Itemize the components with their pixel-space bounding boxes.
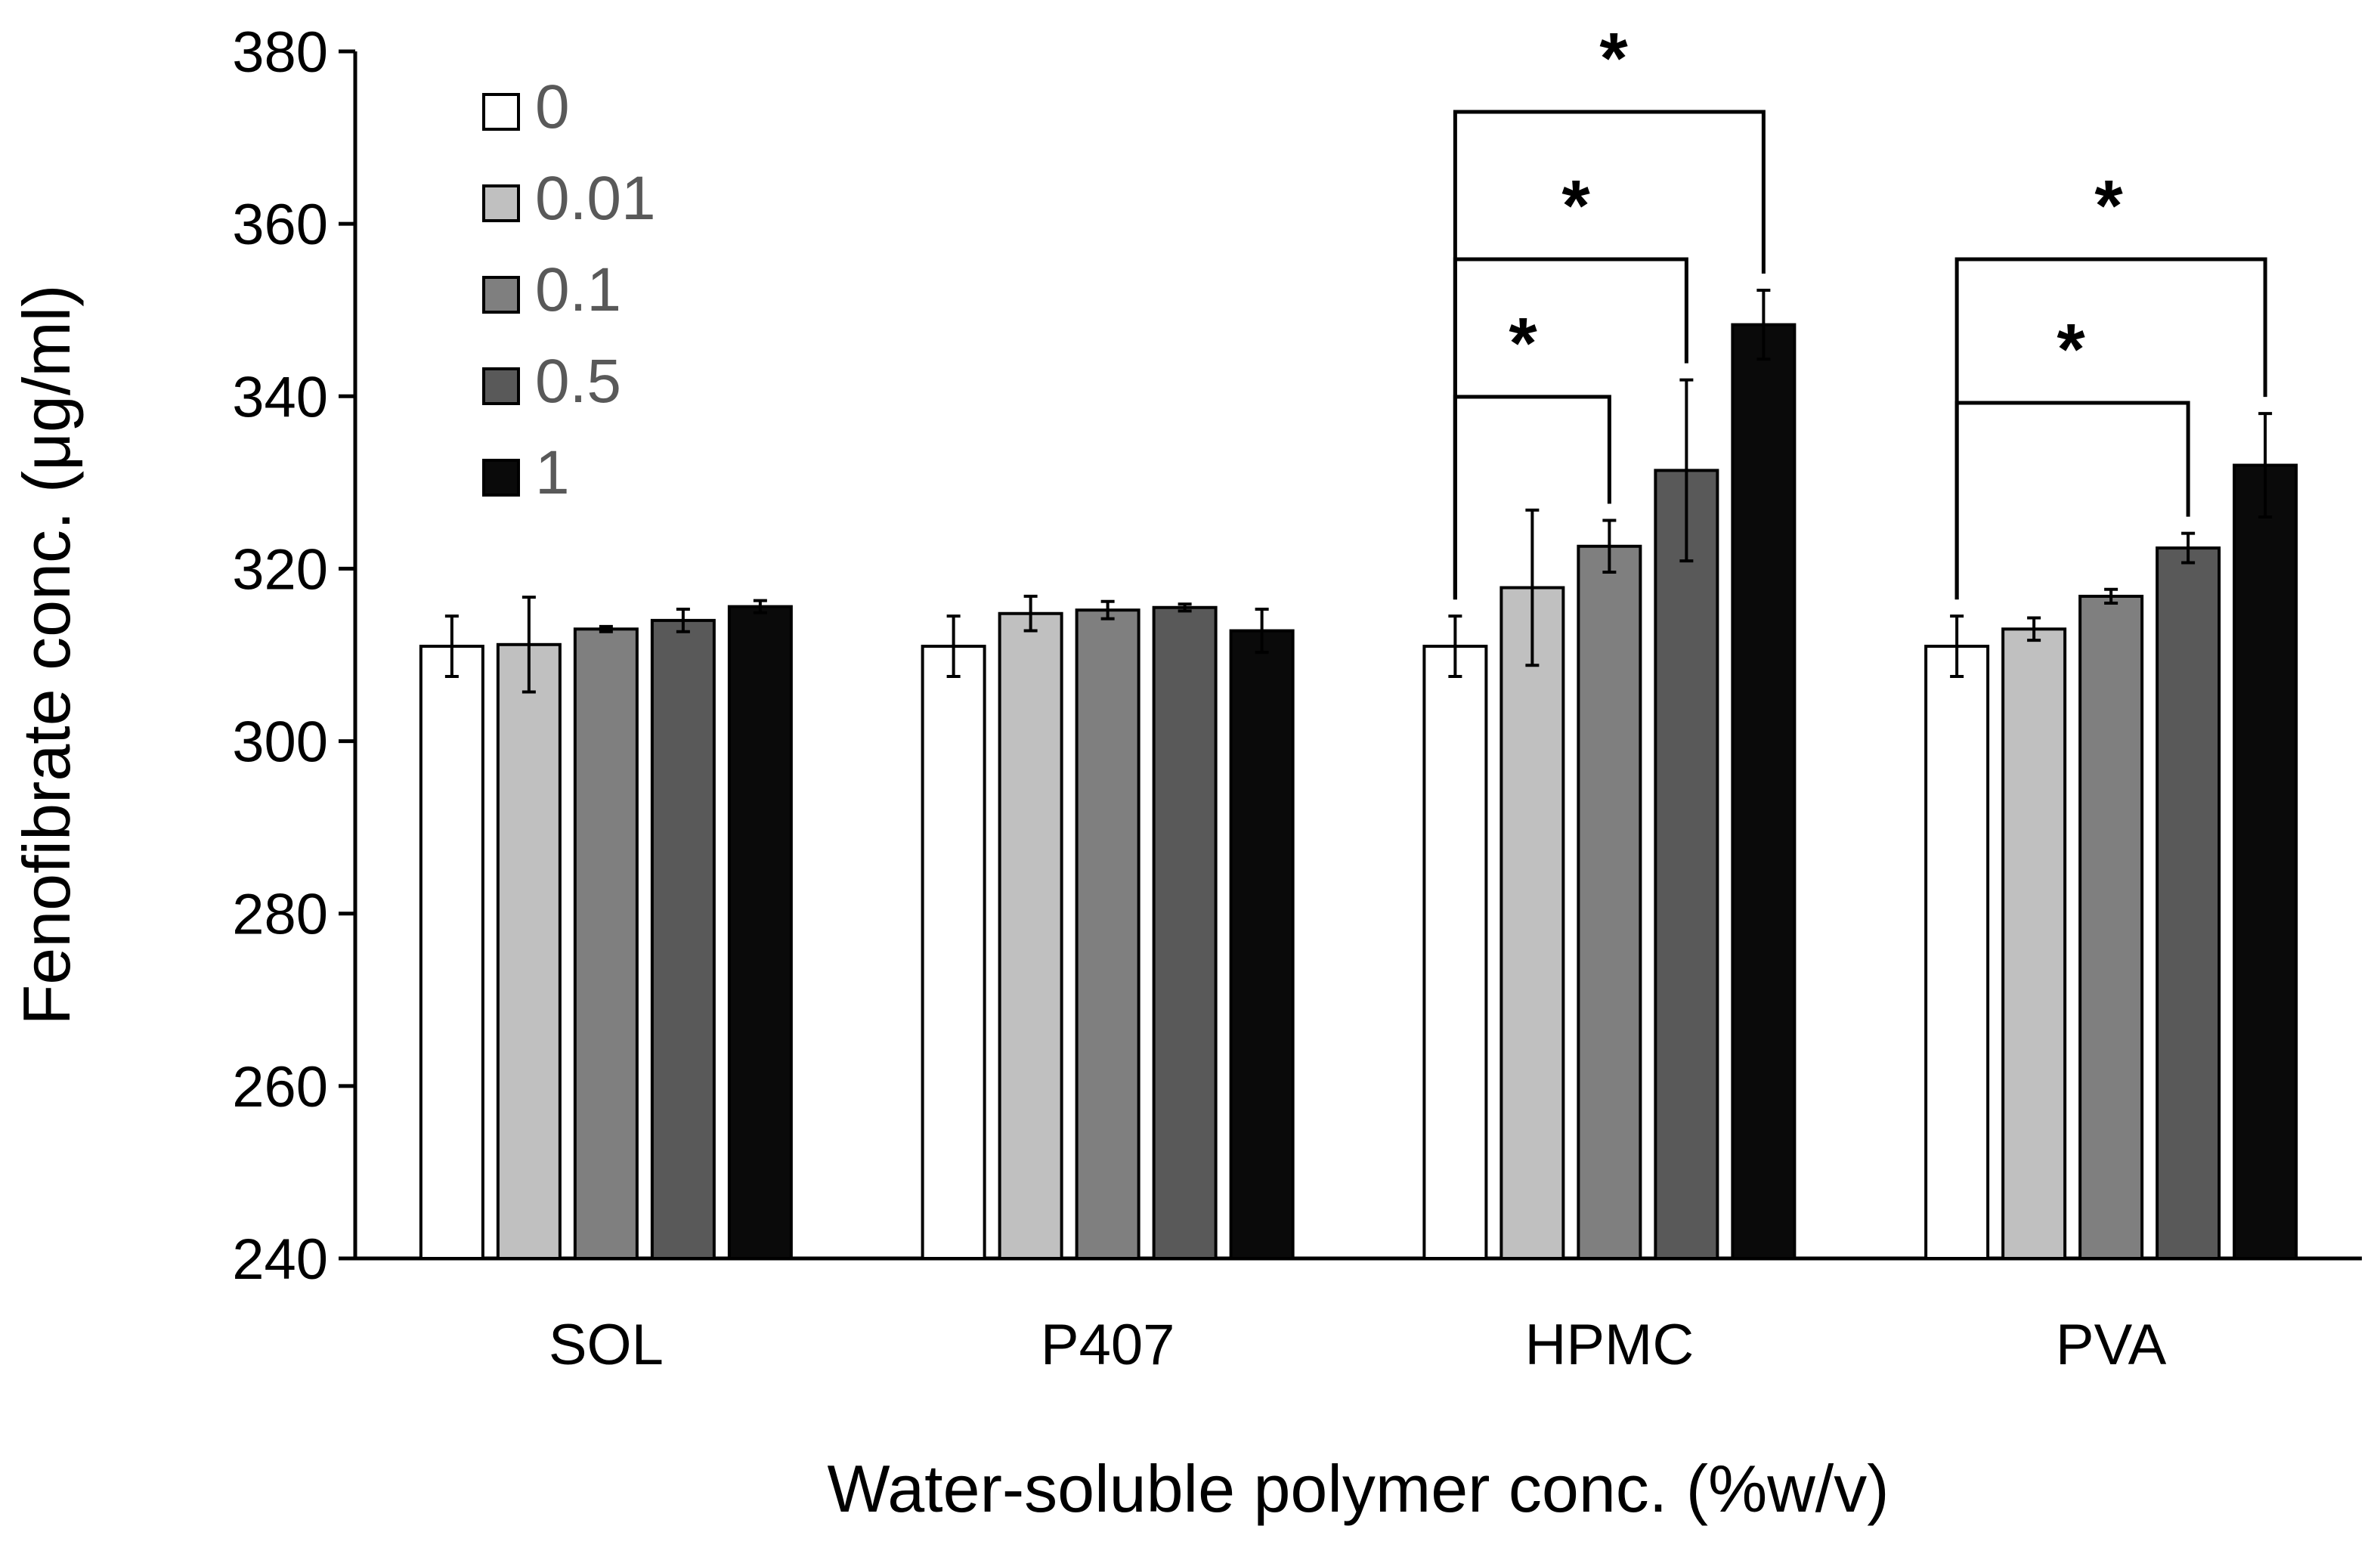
legend-swatch-0.1 <box>482 276 520 314</box>
bar-pva-0 <box>1924 645 1990 1260</box>
significance-star-pva-0.5: * <box>2057 309 2085 390</box>
bar-sol-0 <box>419 645 484 1260</box>
significance-star-hpmc-0.1: * <box>1509 303 1537 384</box>
bar-sol-0.01 <box>496 642 562 1260</box>
legend-swatch-1 <box>482 459 520 497</box>
bar-pva-1 <box>2233 463 2298 1260</box>
x-tick-label-p407: P407 <box>1041 1313 1175 1377</box>
bar-hpmc-0.1 <box>1577 544 1642 1260</box>
bar-hpmc-0 <box>1422 645 1488 1260</box>
legend-swatch-0.5 <box>482 367 520 405</box>
y-tick-label-240: 240 <box>232 1227 328 1292</box>
significance-star-hpmc-1: * <box>1599 18 1628 99</box>
y-tick-label-280: 280 <box>232 883 328 947</box>
x-tick-label-sol: SOL <box>549 1313 664 1377</box>
legend-label-0: 0 <box>535 73 570 141</box>
bar-hpmc-0.01 <box>1499 586 1565 1260</box>
legend: 0 0.01 0.1 0.5 1 <box>482 73 656 507</box>
bar-hpmc-1 <box>1731 323 1797 1260</box>
significance-star-pva-1: * <box>2094 166 2123 246</box>
y-tick-label-260: 260 <box>232 1055 328 1119</box>
legend-swatch-0.01 <box>482 184 520 222</box>
significance-bracket-hpmc-0.5 <box>1453 257 1688 600</box>
legend-label-0.01: 0.01 <box>535 164 656 233</box>
bar-pva-0.5 <box>2156 546 2221 1260</box>
x-axis-title: Water-soluble polymer conc. (%w/v) <box>827 1451 1889 1526</box>
bar-sol-0.1 <box>573 627 639 1260</box>
bar-pva-0.01 <box>2001 627 2067 1260</box>
y-tick-label-360: 360 <box>232 193 328 257</box>
significance-star-hpmc-0.5: * <box>1561 166 1590 246</box>
x-tick-label-pva: PVA <box>2056 1313 2167 1377</box>
bar-p407-0.01 <box>998 611 1063 1260</box>
y-axis-title: Fenofibrate conc. (μg/ml) <box>9 285 84 1026</box>
bar-pva-0.1 <box>2078 594 2144 1260</box>
bars-layer <box>419 288 2298 1261</box>
legend-swatch-0 <box>482 93 520 131</box>
bar-p407-0.5 <box>1152 605 1218 1260</box>
significance-bracket-pva-1 <box>1954 257 2267 600</box>
x-tick-label-hpmc: HPMC <box>1524 1313 1694 1377</box>
bar-p407-0 <box>921 645 986 1260</box>
significance-bracket-hpmc-1 <box>1453 110 1766 600</box>
y-tick-label-340: 340 <box>232 365 328 429</box>
bar-p407-1 <box>1229 629 1295 1260</box>
significance-layer: ***** <box>1453 18 2267 600</box>
bar-hpmc-0.5 <box>1654 469 1719 1261</box>
legend-label-0.5: 0.5 <box>535 347 621 416</box>
y-tick-label-300: 300 <box>232 710 328 775</box>
y-tick-label-380: 380 <box>232 20 328 85</box>
significance-bracket-pva-0.5 <box>1954 401 2190 600</box>
bar-p407-0.1 <box>1075 608 1140 1260</box>
legend-label-0.1: 0.1 <box>535 255 621 324</box>
axes: 240 260 280 300 320 340 360 380 SOL P407 HPMC PVA <box>232 20 2362 1377</box>
legend-label-1: 1 <box>535 438 570 507</box>
bar-sol-1 <box>727 605 793 1260</box>
y-tick-label-320: 320 <box>232 537 328 602</box>
bar-sol-0.5 <box>650 618 716 1260</box>
